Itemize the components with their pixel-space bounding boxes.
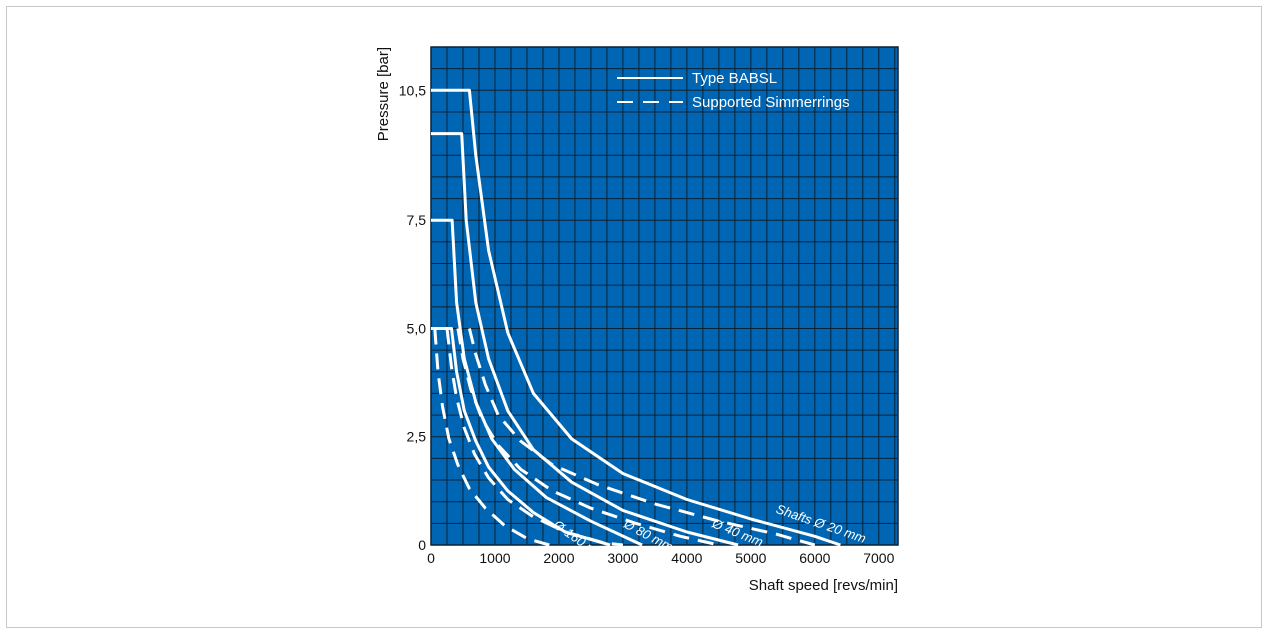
solid-curve-3: [431, 327, 611, 547]
dashed-curve-6: [445, 328, 624, 547]
solid-curve-0: [431, 88, 841, 547]
x-tick-label: 2000: [543, 550, 574, 566]
legend-solid-label: Type BABSL: [692, 70, 777, 87]
legend-dashed-label: Supported Simmerrings: [692, 94, 850, 111]
x-tick-label: 5000: [735, 550, 766, 566]
series-lines: [431, 88, 841, 547]
grid: [430, 46, 899, 546]
y-tick-label: 2,5: [407, 429, 427, 445]
y-tick-label: 7,5: [407, 212, 427, 228]
y-tick-label: 10,5: [399, 82, 426, 98]
plot-background: [431, 47, 898, 545]
dashed-curve-4: [467, 328, 816, 547]
solid-curve-2: [431, 218, 643, 547]
x-tick-label: 7000: [863, 550, 894, 566]
x-tick-label: 4000: [671, 550, 702, 566]
x-tick-label: 6000: [799, 550, 830, 566]
plot-border: [430, 46, 899, 546]
dashed-curve-5: [456, 328, 720, 547]
y-axis-label: Pressure [bar]: [375, 47, 392, 141]
x-axis-label: Shaft speed [revs/min]: [749, 577, 898, 594]
dashed-curve-7: [433, 328, 550, 547]
x-tick-label: 3000: [607, 550, 638, 566]
y-tick-label: 5,0: [407, 320, 427, 336]
legend: Type BABSL Supported Simmerrings: [617, 70, 850, 111]
y-tick-label: 0: [418, 537, 426, 553]
x-tick-label: 1000: [479, 550, 510, 566]
y-tick-labels: 0 2,5 5,0 7,5 10,5: [399, 82, 426, 553]
x-tick-label: 0: [427, 550, 435, 566]
solid-curve-1: [431, 132, 739, 547]
x-tick-labels: 0 1000 2000 3000 4000 5000 6000 7000: [427, 550, 894, 566]
